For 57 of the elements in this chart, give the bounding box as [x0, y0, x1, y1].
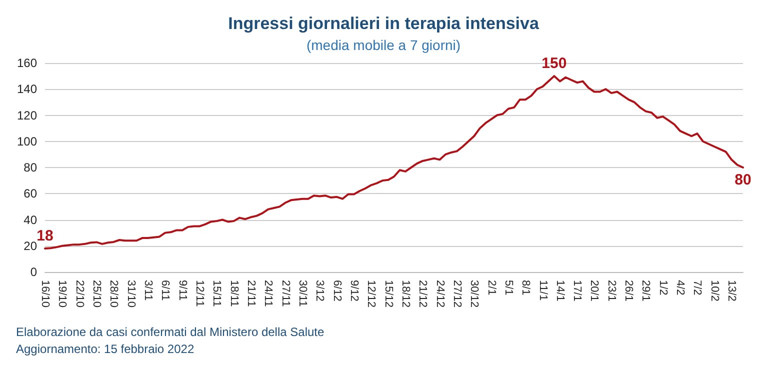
x-tick-label: 7/2: [691, 280, 704, 296]
x-tick-label: 15/11: [210, 280, 223, 307]
x-tick-label: 30/12: [468, 280, 480, 308]
x-tick-label: 23/1: [605, 280, 618, 302]
chart-title: Ingressi giornalieri in terapia intensiva: [228, 14, 540, 33]
x-tick-label: 3/11: [142, 280, 154, 301]
x-tick-label: 12/12: [365, 280, 378, 308]
x-tick-label: 14/1: [554, 280, 566, 302]
x-tick-label: 31/10: [124, 280, 137, 308]
x-tick-label: 27/12: [450, 280, 463, 308]
data-label: 18: [36, 227, 54, 244]
x-tick-label: 2/1: [485, 280, 498, 296]
x-tick-label: 19/10: [56, 280, 68, 308]
x-tick-label: 21/11: [244, 280, 257, 307]
x-tick-label: 6/11: [159, 280, 172, 301]
x-tick-label: 18/12: [399, 280, 412, 308]
x-tick-label: 16/10: [39, 280, 51, 308]
x-tick-label: 24/11: [262, 280, 274, 307]
y-tick-label: 80: [24, 160, 38, 174]
y-tick-label: 160: [16, 56, 38, 70]
x-tick-label: 28/10: [108, 280, 120, 308]
x-tick-label: 9/12: [348, 280, 360, 302]
y-tick-label: 0: [30, 265, 38, 279]
x-tick-label: 21/12: [416, 280, 429, 308]
chart-subtitle: (media mobile a 7 giorni): [306, 37, 461, 53]
x-tick-label: 11/1: [536, 280, 549, 301]
x-tick-label: 17/1: [571, 280, 584, 302]
x-tick-label: 9/11: [176, 280, 188, 301]
x-tick-label: 29/1: [640, 280, 652, 302]
x-tick-label: 25/10: [90, 280, 102, 308]
x-tick-label: 22/10: [73, 280, 86, 308]
x-tick-label: 30/11: [296, 280, 308, 307]
x-tick-label: 20/1: [588, 280, 600, 302]
data-label: 80: [734, 172, 752, 188]
y-tick-label: 20: [24, 238, 38, 253]
x-tick-label: 24/12: [434, 280, 446, 308]
y-tick-label: 140: [16, 82, 38, 96]
y-tick-label: 40: [24, 212, 38, 227]
x-tick-label: 4/2: [674, 280, 686, 296]
x-tick-label: 18/11: [228, 280, 240, 307]
x-tick-label: 6/12: [330, 280, 343, 302]
x-tick-label: 26/1: [622, 280, 635, 302]
y-tick-label: 120: [16, 108, 38, 122]
y-tick-label: 100: [16, 134, 38, 148]
x-tick-label: 10/2: [708, 280, 720, 302]
x-tick-label: 12/11: [193, 280, 206, 307]
y-tick-label: 60: [24, 186, 38, 201]
text: Aggiornamento: 15 febbraio 2022: [16, 342, 194, 356]
x-tick-label: 5/1: [502, 280, 514, 296]
x-tick-label: 15/12: [382, 280, 394, 308]
x-tick-label: 8/1: [520, 280, 532, 296]
x-tick-label: 3/12: [314, 280, 326, 302]
text: Elaborazione da casi confermati dal Ministero della Salute: [16, 325, 324, 339]
x-tick-label: 27/11: [279, 280, 292, 307]
x-tick-label: 13/2: [726, 280, 738, 302]
data-label: 150: [542, 55, 567, 72]
x-tick-label: 1/2: [656, 280, 669, 296]
